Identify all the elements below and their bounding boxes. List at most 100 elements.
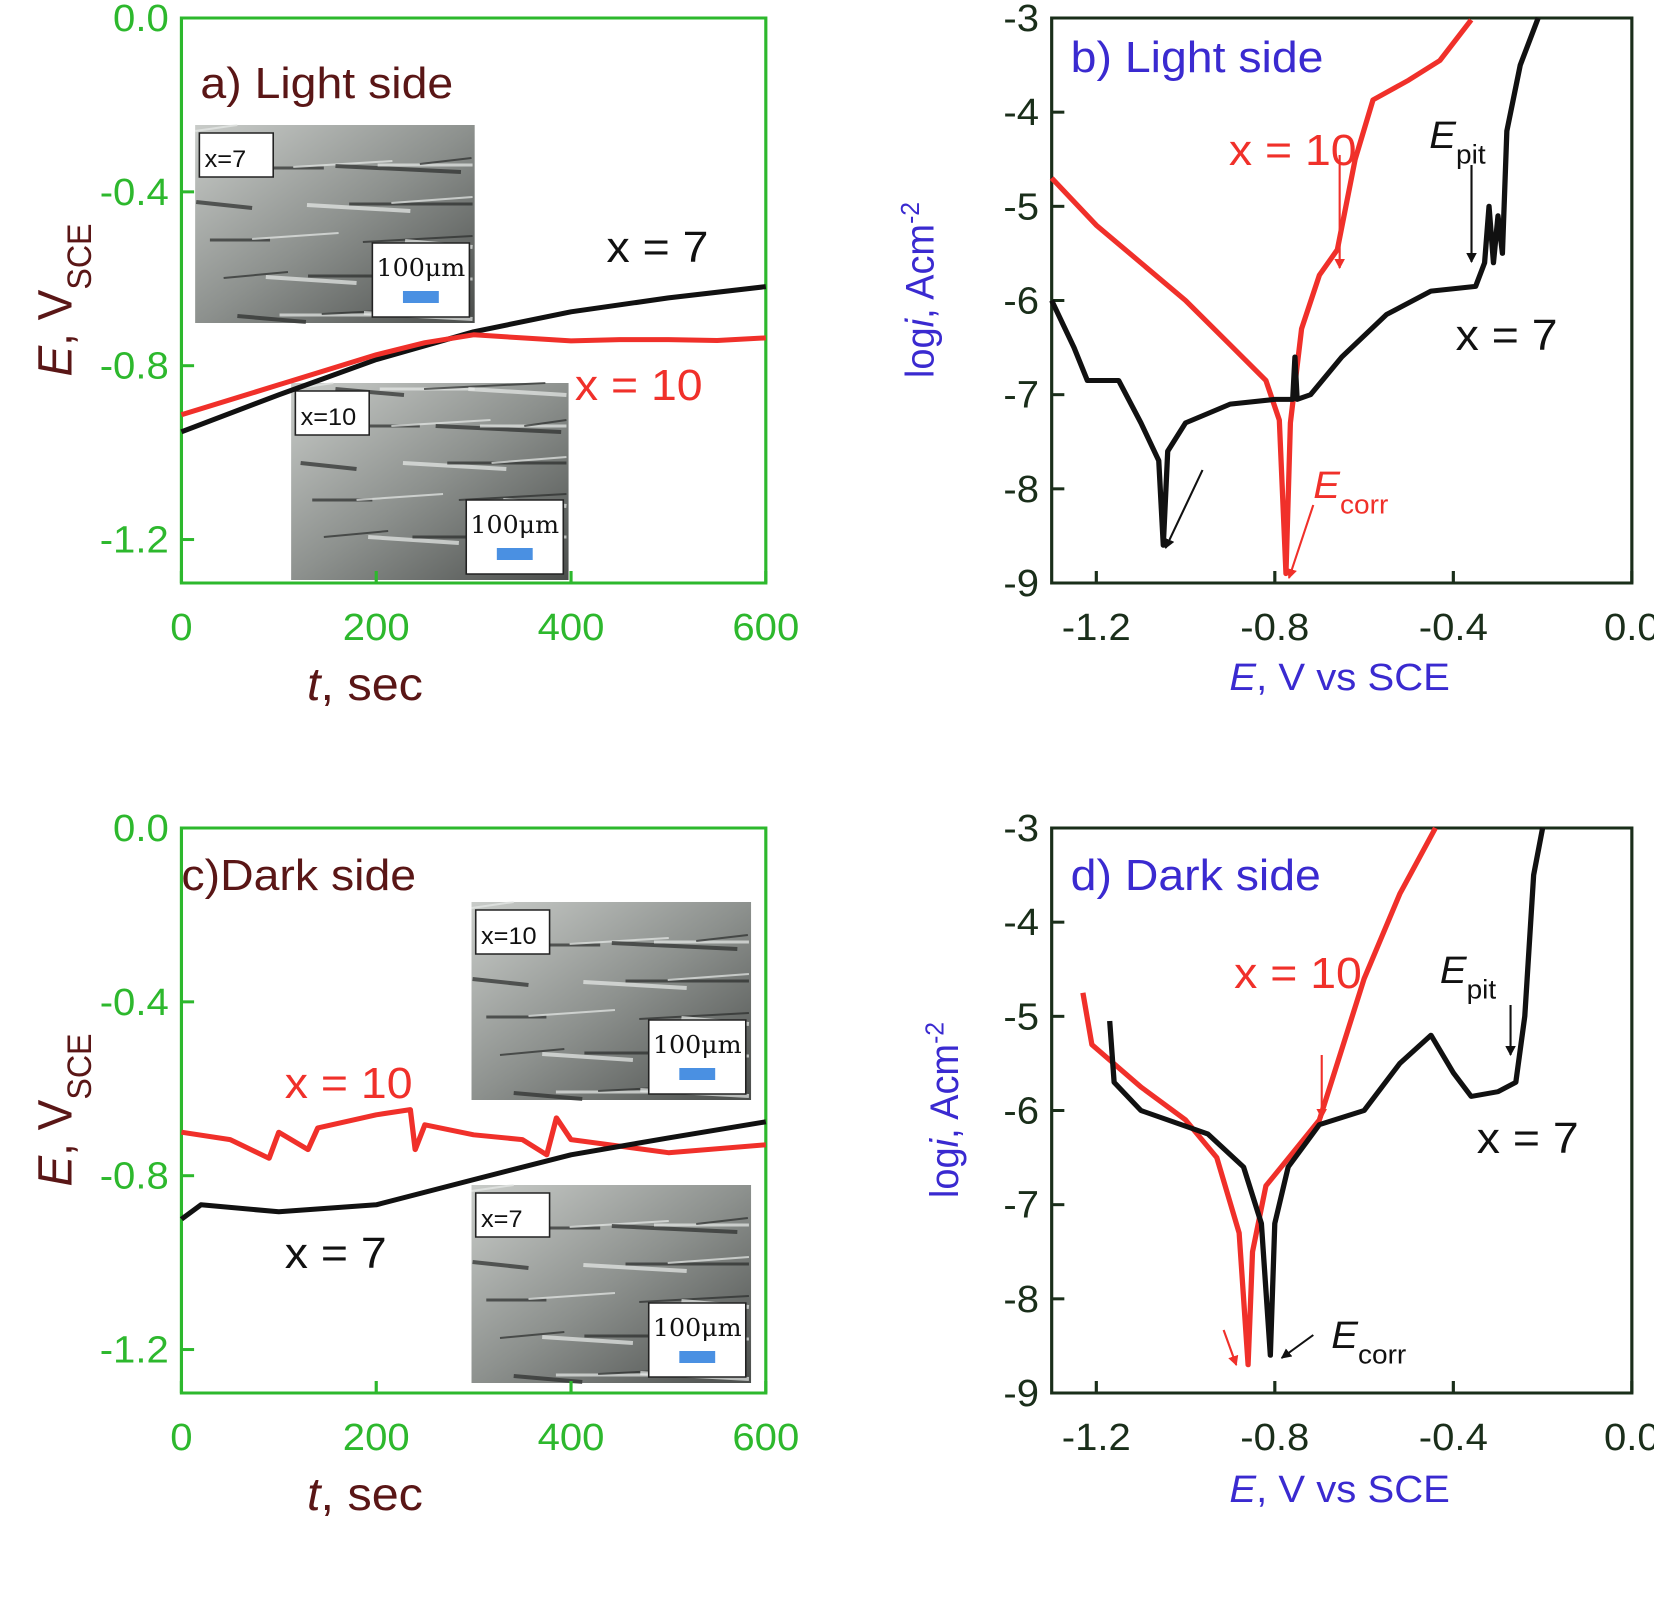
series-label: x = 7: [1477, 1113, 1579, 1163]
x-tick-label: 200: [343, 607, 410, 649]
y-axis-label-part: , V: [29, 1099, 83, 1156]
inset-scale-box: [647, 1302, 747, 1378]
inset-scale-label: 100μm: [653, 1314, 742, 1342]
x-tick-label: 600: [732, 1417, 799, 1459]
inset-texture: [542, 1335, 634, 1345]
y-axis-label-part: i: [923, 1138, 967, 1148]
y-tick-label: -6: [1003, 1090, 1039, 1132]
x-axis-label-part: , V vs SCE: [1256, 1469, 1450, 1511]
inset-scale-bar: [679, 1068, 716, 1080]
inset-texture: [542, 1052, 634, 1062]
inset-texture: [491, 456, 567, 464]
x-tick-label: 400: [538, 1417, 605, 1459]
inset-scale-bar: [402, 291, 439, 303]
y-tick-label: -1.2: [100, 1329, 169, 1371]
inset-texture: [391, 196, 473, 204]
inset-texture: [639, 1012, 750, 1020]
series-label: x = 10: [1234, 948, 1362, 998]
arrow: [1222, 1329, 1239, 1366]
annotation: Ecorr: [1313, 465, 1388, 519]
inset-texture: [528, 1009, 616, 1017]
x-tick-label: -0.4: [1419, 607, 1488, 649]
inset-texture: [583, 980, 687, 990]
inset-texture: [499, 1331, 565, 1339]
inset-label: x=7: [205, 147, 247, 173]
inset-texture: [583, 1263, 687, 1273]
inset-texture: [423, 382, 546, 390]
y-tick-label: -8: [1003, 1279, 1039, 1321]
inset-texture: [419, 157, 472, 165]
annotation-part: E: [1313, 465, 1341, 507]
y-tick-label: -7: [1003, 1185, 1039, 1227]
inset-label: x=10: [301, 405, 357, 431]
inset-scale-label: 100μm: [653, 1031, 742, 1059]
inset-texture: [471, 1184, 514, 1192]
y-axis-label-part: -2: [897, 202, 926, 224]
series-label: x = 10: [285, 1058, 413, 1108]
inset-texture: [667, 973, 750, 981]
y-tick-label: -3: [1003, 808, 1039, 850]
x-axis-label: E, V vs SCE: [1229, 657, 1449, 699]
y-axis-label-part: , Acm: [923, 1044, 967, 1139]
y-axis-label: logi, Acm-2: [897, 202, 943, 378]
y-tick-label: -9: [1003, 1373, 1039, 1415]
inset-scale-label: 100μm: [377, 254, 466, 282]
series-label: x = 7: [607, 222, 709, 272]
y-axis-label-part: E: [29, 345, 83, 376]
inset-scale-box: [465, 499, 565, 575]
y-tick-label: 0.0: [113, 0, 169, 40]
inset-label-box: [474, 909, 551, 955]
panel-title: b) Light side: [1071, 32, 1324, 82]
inset-label-box: [474, 1192, 551, 1238]
y-axis-label-part: , Acm: [899, 224, 943, 319]
y-axis-label-part: i: [899, 318, 943, 328]
inset-scale-bar: [496, 548, 533, 560]
panel-title: c)Dark side: [181, 850, 416, 900]
x-axis-label-part: t: [307, 659, 322, 711]
inset-texture: [513, 1091, 583, 1101]
inset-texture: [435, 424, 562, 434]
y-tick-label: -8: [1003, 469, 1039, 511]
x-axis-label-part: E: [1229, 657, 1257, 699]
x-axis-label-part: , V vs SCE: [1256, 657, 1450, 699]
arrow: [1164, 469, 1204, 549]
inset-texture: [611, 941, 738, 951]
x-tick-label: 0: [170, 1417, 192, 1459]
y-tick-label: -5: [1003, 186, 1039, 228]
inset-texture: [265, 275, 357, 285]
inset-texture: [293, 160, 393, 168]
x-tick-label: 0.0: [1604, 607, 1654, 649]
series-label: x = 7: [1456, 310, 1558, 360]
y-axis-label-part: SCE: [61, 223, 99, 289]
inset-texture: [528, 1292, 616, 1300]
x-tick-label: 0: [170, 607, 192, 649]
annotation-part: corr: [1358, 1339, 1406, 1369]
y-axis-label-part: -2: [921, 1022, 950, 1044]
panel-title: d) Dark side: [1071, 850, 1321, 900]
inset-scale-label: 100μm: [470, 511, 559, 539]
y-tick-label: -4: [1003, 902, 1039, 944]
y-tick-label: -4: [1003, 92, 1039, 134]
panel-title: a) Light side: [200, 58, 453, 108]
x-tick-label: 0.0: [1604, 1417, 1654, 1459]
inset-texture: [391, 419, 491, 427]
y-axis-label: E, VSCE: [29, 223, 99, 376]
annotation-part: E: [1331, 1315, 1359, 1357]
arrow: [1280, 1334, 1314, 1359]
annotation: Epit: [1440, 950, 1497, 1004]
inset-texture: [472, 977, 529, 987]
inset-texture: [223, 271, 289, 279]
y-axis-label: logi, Acm-2: [921, 1022, 967, 1198]
inset-texture: [335, 164, 462, 174]
y-tick-label: -3: [1003, 0, 1039, 40]
plot-frame: [179, 826, 768, 1395]
x-tick-label: -0.8: [1240, 607, 1309, 649]
x-tick-label: -1.2: [1062, 1417, 1131, 1459]
y-axis-label-part: log: [899, 327, 943, 378]
inset-label-box: [198, 132, 274, 178]
series-label: x = 7: [285, 1228, 387, 1278]
y-tick-label: -0.4: [100, 982, 169, 1024]
y-tick-label: -1.2: [100, 519, 169, 561]
